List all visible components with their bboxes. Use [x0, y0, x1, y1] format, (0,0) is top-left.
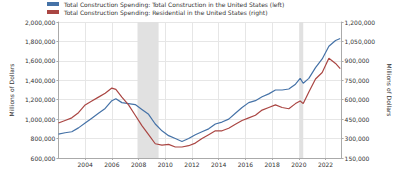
svg-text:1,400,000: 1,400,000 [25, 77, 56, 84]
svg-text:150,000: 150,000 [345, 155, 370, 162]
svg-text:450,000: 450,000 [345, 116, 370, 123]
svg-text:2018: 2018 [264, 161, 279, 168]
svg-text:2020: 2020 [291, 161, 306, 168]
svg-text:900,000: 900,000 [345, 57, 370, 64]
svg-text:1,050,000: 1,050,000 [345, 38, 376, 45]
svg-text:2010: 2010 [158, 161, 173, 168]
svg-text:2,000,000: 2,000,000 [25, 19, 56, 26]
svg-text:600,000: 600,000 [345, 96, 370, 103]
svg-text:1,200,000: 1,200,000 [25, 96, 56, 103]
svg-text:1,800,000: 1,800,000 [25, 38, 56, 45]
svg-text:300,000: 300,000 [345, 135, 370, 142]
svg-text:1,200,000: 1,200,000 [345, 19, 376, 26]
svg-text:800,000: 800,000 [31, 135, 56, 142]
svg-text:2004: 2004 [78, 161, 93, 168]
svg-text:Total Construction Spending: T: Total Construction Spending: Total Const… [63, 1, 284, 9]
svg-text:1,000,000: 1,000,000 [25, 116, 56, 123]
svg-text:1,600,000: 1,600,000 [25, 57, 56, 64]
svg-text:2014: 2014 [211, 161, 226, 168]
svg-text:Millions of Dollars: Millions of Dollars [8, 64, 15, 117]
svg-text:750,000: 750,000 [345, 77, 370, 84]
svg-text:2012: 2012 [184, 161, 199, 168]
svg-text:600,000: 600,000 [31, 155, 56, 162]
svg-text:2006: 2006 [104, 161, 119, 168]
svg-text:2016: 2016 [238, 161, 253, 168]
svg-text:Total Construction Spending: R: Total Construction Spending: Residential… [63, 9, 268, 17]
svg-text:2022: 2022 [318, 161, 333, 168]
svg-text:Millions of Dollars: Millions of Dollars [386, 64, 393, 117]
svg-text:2008: 2008 [131, 161, 146, 168]
